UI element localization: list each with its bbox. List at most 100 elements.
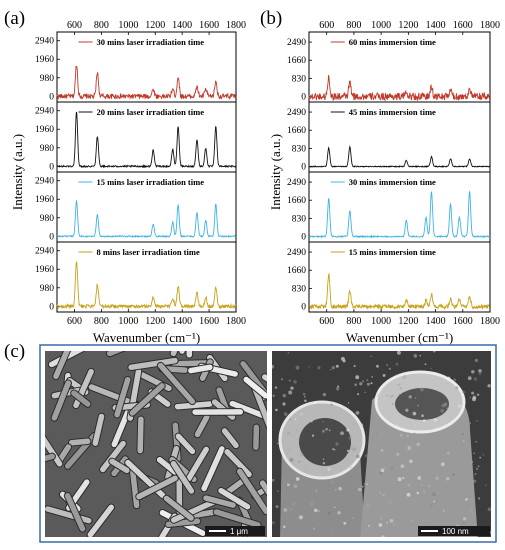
nanorod — [71, 390, 91, 407]
surface-grain — [412, 411, 417, 416]
surface-grain — [430, 367, 433, 370]
surface-grain — [311, 420, 313, 423]
nanorod — [45, 453, 55, 462]
surface-grain — [408, 530, 412, 535]
x-tick-label: 1800 — [480, 316, 500, 327]
surface-grain — [366, 503, 370, 507]
surface-grain — [392, 523, 396, 527]
surface-grain — [378, 523, 383, 527]
surface-grain — [348, 502, 352, 506]
nanorod — [92, 413, 105, 446]
x-tick-label-top: 1200 — [145, 20, 165, 31]
surface-grain — [473, 377, 478, 381]
surface-grain — [407, 483, 411, 487]
scale-bar-background-1 — [205, 526, 265, 536]
surface-grain — [304, 467, 307, 470]
surface-grain — [333, 449, 336, 451]
nanorod — [229, 400, 267, 419]
surface-grain — [419, 387, 424, 392]
nanorod — [100, 440, 126, 473]
surface-grain — [450, 467, 452, 469]
surface-grain — [332, 448, 335, 451]
surface-grain — [465, 498, 468, 501]
surface-grain — [338, 486, 342, 491]
surface-grain — [472, 395, 477, 400]
spectrum-line — [308, 74, 491, 102]
surface-grain — [283, 525, 286, 529]
y-tick-label: 830 — [292, 74, 307, 84]
nanorod — [136, 475, 178, 500]
nanorod — [194, 414, 210, 438]
nanorod — [236, 468, 267, 515]
surface-grain — [291, 502, 296, 506]
surface-grain — [379, 517, 383, 521]
surface-grain — [369, 498, 371, 500]
surface-grain — [381, 535, 385, 537]
surface-grain — [337, 511, 341, 515]
legend-label: 15 mins immersion time — [349, 247, 436, 257]
x-tick-label-top: 1400 — [172, 20, 192, 31]
y-tick-label: 1660 — [287, 126, 306, 136]
surface-grain — [397, 384, 400, 387]
spectrum-line — [308, 144, 491, 168]
surface-grain — [289, 417, 292, 421]
surface-grain — [274, 386, 278, 389]
legend-label: 60 mins immersion time — [349, 37, 436, 47]
surface-grain — [423, 491, 425, 493]
surface-grain — [295, 477, 300, 481]
surface-grain — [350, 447, 353, 450]
surface-grain — [473, 452, 475, 454]
surface-grain — [300, 412, 304, 416]
surface-grain — [311, 434, 315, 437]
surface-grain — [351, 517, 355, 520]
surface-grain — [446, 376, 451, 381]
surface-grain — [353, 365, 356, 368]
surface-grain — [424, 363, 427, 366]
surface-grain — [410, 519, 413, 522]
y-tick-label: 2940 — [35, 107, 54, 117]
y-tick-label: 2940 — [35, 37, 54, 47]
surface-grain — [388, 500, 392, 504]
surface-grain — [487, 507, 491, 512]
surface-grain — [397, 477, 402, 482]
surface-grain — [430, 504, 433, 507]
x-tick-label: 600 — [67, 316, 82, 327]
surface-grain — [440, 408, 445, 413]
surface-grain — [348, 436, 352, 440]
legend-label: 8 mins laser irradiation time — [96, 247, 199, 257]
surface-grain — [402, 375, 407, 379]
surface-grain — [432, 351, 436, 353]
surface-grain — [435, 476, 439, 481]
nanorod — [175, 433, 196, 455]
surface-grain — [468, 484, 470, 486]
y-tick-label: 1960 — [35, 55, 54, 65]
y-axis-label: Intensity (a.u.) — [10, 134, 25, 210]
panel-label-b: (b) — [260, 8, 282, 29]
nanorod — [218, 487, 251, 510]
surface-grain — [476, 393, 480, 396]
surface-grain — [364, 391, 366, 393]
surface-grain — [371, 375, 374, 378]
surface-grain — [414, 424, 416, 426]
nanorod — [51, 380, 71, 421]
y-tick-label: 0 — [301, 93, 306, 103]
nanorod — [156, 456, 178, 475]
y-tick-label: 2940 — [35, 247, 54, 257]
surface-grain — [382, 493, 385, 497]
nanorod-texture — [45, 351, 267, 537]
x-tick-label-top: 800 — [346, 20, 361, 31]
scale-bar-background-2 — [418, 526, 490, 536]
surface-grain — [280, 378, 284, 381]
surface-grain — [310, 502, 314, 506]
surface-grain — [359, 503, 361, 506]
surface-grain — [322, 461, 326, 465]
surface-grain — [300, 453, 304, 457]
surface-grain — [421, 414, 424, 417]
surface-grain — [330, 369, 332, 371]
surface-grain — [303, 395, 306, 398]
legend-label: 45 mins immersion time — [349, 107, 436, 117]
surface-grain — [327, 511, 331, 516]
surface-grain — [470, 509, 473, 512]
surface-grain — [451, 472, 455, 476]
surface-grain — [428, 483, 430, 485]
